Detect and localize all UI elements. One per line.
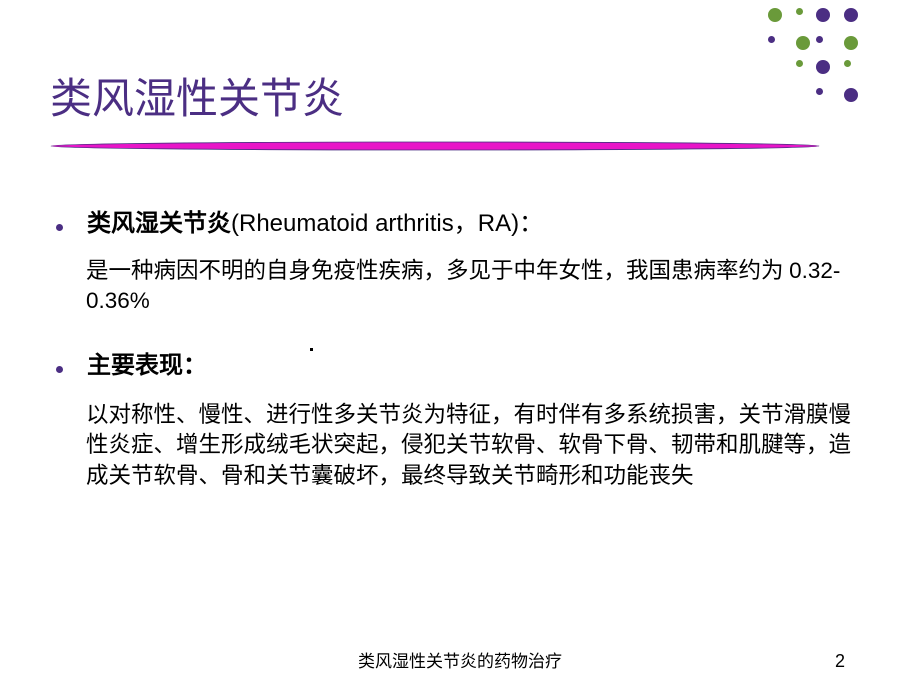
decoration-dot xyxy=(796,60,803,67)
section-paragraph: 是一种病因不明的自身免疫性疾病，多见于中年女性，我国患病率约为 0.32-0.3… xyxy=(86,256,864,317)
decoration-dot xyxy=(816,8,830,22)
section-paragraph: 以对称性、慢性、进行性多关节炎为特征，有时伴有多系统损害，关节滑膜慢性炎症、增生… xyxy=(86,400,864,491)
center-marker xyxy=(310,348,313,351)
title-divider xyxy=(50,138,820,148)
corner-decoration xyxy=(760,0,880,110)
decoration-dot xyxy=(816,36,823,43)
decoration-dot xyxy=(768,8,782,22)
section-heading: 类风湿关节炎(Rheumatoid arthritis，RA)： xyxy=(87,203,543,238)
decoration-dot xyxy=(844,8,858,22)
decoration-dot xyxy=(796,8,803,15)
content-area: 类风湿关节炎(Rheumatoid arthritis，RA)： 是一种病因不明… xyxy=(0,148,920,491)
decoration-dot xyxy=(844,60,851,67)
heading-text-cn: 类风湿关节炎 xyxy=(87,210,231,237)
heading-text-latin: (Rheumatoid arthritis，RA)： xyxy=(231,210,543,237)
footer-text: 类风湿性关节炎的药物治疗 xyxy=(0,647,920,672)
decoration-dot xyxy=(768,36,775,43)
decoration-dot xyxy=(844,88,858,102)
bullet-item: 类风湿关节炎(Rheumatoid arthritis，RA)： xyxy=(56,203,864,238)
paragraph-text: 是一种病因不明的自身免疫性疾病，多见于中年女性，我国患病率约为 0.32-0.3… xyxy=(86,258,840,313)
section-heading: 主要表现： xyxy=(87,345,207,380)
decoration-dot xyxy=(816,60,830,74)
decoration-dot xyxy=(816,88,823,95)
bullet-icon xyxy=(56,224,63,231)
page-number: 2 xyxy=(835,651,845,672)
slide-title: 类风湿性关节炎 xyxy=(50,65,870,126)
decoration-dot xyxy=(844,36,858,50)
bullet-icon xyxy=(56,366,63,373)
bullet-item: 主要表现： xyxy=(56,345,864,380)
slide: 类风湿性关节炎 类风湿关节炎(Rheumatoid arthritis，RA)：… xyxy=(0,0,920,690)
decoration-dot xyxy=(796,36,810,50)
heading-text-cn: 主要表现： xyxy=(87,352,207,379)
